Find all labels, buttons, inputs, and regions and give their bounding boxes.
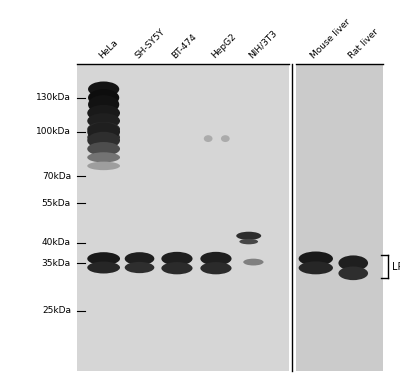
Ellipse shape [221, 135, 230, 142]
Ellipse shape [204, 135, 212, 142]
Ellipse shape [200, 252, 232, 265]
Ellipse shape [88, 95, 119, 114]
Ellipse shape [338, 256, 368, 271]
Ellipse shape [87, 142, 120, 156]
Ellipse shape [338, 267, 368, 280]
Text: 100kDa: 100kDa [36, 127, 71, 136]
Text: HepG2: HepG2 [210, 32, 238, 60]
Ellipse shape [88, 82, 119, 97]
Ellipse shape [87, 131, 120, 144]
Ellipse shape [236, 232, 261, 240]
Text: HeLa: HeLa [97, 38, 120, 60]
Text: 25kDa: 25kDa [42, 306, 71, 315]
Ellipse shape [87, 122, 120, 136]
Ellipse shape [88, 89, 119, 106]
Ellipse shape [87, 122, 120, 141]
Bar [296, 64, 383, 370]
Ellipse shape [200, 262, 232, 274]
Ellipse shape [87, 132, 120, 149]
Text: BT-474: BT-474 [170, 32, 199, 60]
Text: Mouse liver: Mouse liver [310, 17, 353, 60]
Text: 35kDa: 35kDa [42, 259, 71, 268]
Text: 70kDa: 70kDa [42, 172, 71, 181]
Text: SH-SY5Y: SH-SY5Y [133, 27, 166, 60]
Ellipse shape [299, 261, 333, 274]
Ellipse shape [125, 252, 154, 265]
Ellipse shape [87, 113, 120, 129]
Ellipse shape [87, 105, 120, 121]
Ellipse shape [87, 152, 120, 162]
Ellipse shape [87, 252, 120, 265]
Text: 40kDa: 40kDa [42, 238, 71, 247]
Ellipse shape [299, 252, 333, 266]
Ellipse shape [161, 252, 192, 265]
Text: 130kDa: 130kDa [36, 93, 71, 102]
Ellipse shape [87, 261, 120, 274]
Ellipse shape [125, 262, 154, 273]
Text: 55kDa: 55kDa [42, 199, 71, 208]
Text: NIH/3T3: NIH/3T3 [247, 28, 279, 60]
Ellipse shape [243, 259, 264, 265]
Text: LRRC59: LRRC59 [392, 261, 400, 272]
Ellipse shape [87, 162, 120, 170]
Bar [77, 64, 289, 370]
Text: Rat liver: Rat liver [347, 27, 380, 60]
Ellipse shape [239, 239, 258, 244]
Ellipse shape [161, 262, 192, 274]
